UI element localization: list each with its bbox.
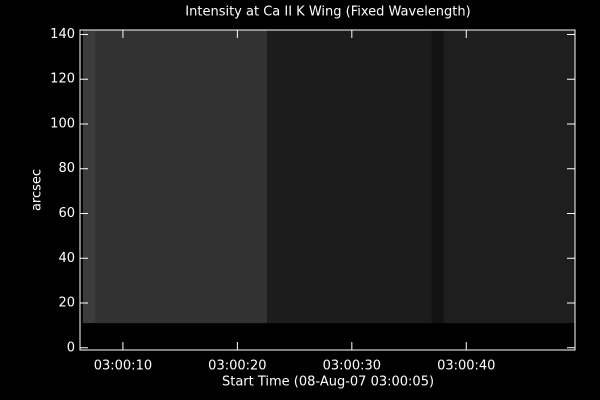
y-tick-label: 40 xyxy=(58,251,75,266)
image xyxy=(82,30,575,324)
chart-title: Intensity at Ca II K Wing (Fixed Wavelen… xyxy=(185,5,470,20)
y-tick-label: 120 xyxy=(50,72,75,87)
x-axis-label: Start Time (08-Aug-07 03:00:05) xyxy=(222,375,434,390)
plot-frame xyxy=(79,29,576,351)
x-tick-label: 03:00:30 xyxy=(323,359,381,374)
image-block xyxy=(431,30,444,324)
x-tick-label: 03:00:40 xyxy=(437,359,495,374)
y-tick-label: 80 xyxy=(58,161,75,176)
y-tick-label: 60 xyxy=(58,206,75,221)
x-tick-label: 03:00:20 xyxy=(208,359,266,374)
image-block xyxy=(82,30,96,324)
y-tick-label: 140 xyxy=(50,27,75,42)
image-block xyxy=(443,30,575,324)
x-tick-label: 03:00:10 xyxy=(94,359,152,374)
y-tick-label: 100 xyxy=(50,116,75,131)
image-block xyxy=(95,30,268,324)
image-block xyxy=(267,30,432,324)
y-tick-label: 0 xyxy=(67,340,75,355)
y-tick-label: 20 xyxy=(58,296,75,311)
y-axis-label: arcsec xyxy=(30,169,45,211)
